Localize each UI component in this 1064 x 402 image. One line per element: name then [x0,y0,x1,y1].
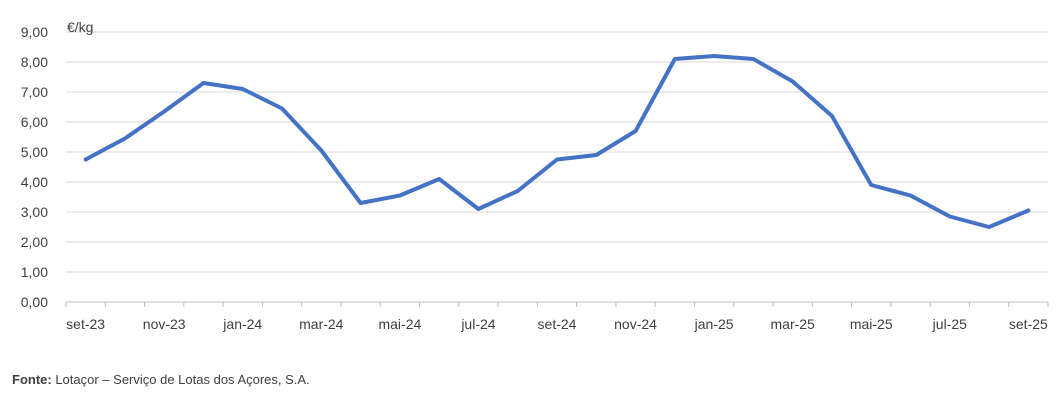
y-tick-label: 7,00 [21,84,48,100]
x-tick-label: jul-25 [932,316,967,332]
data-point [987,225,991,229]
data-point [594,153,598,157]
x-tick-label: jan-24 [222,316,262,332]
x-tick-label: set-25 [1009,316,1048,332]
data-point [201,81,205,85]
y-tick-labels: 0,00 1,00 2,00 3,00 4,00 5,00 6,00 7,00 8,00 9,00 [21,24,48,310]
line-chart: 0,00 1,00 2,00 3,00 4,00 5,00 6,00 7,00 8,00 9,00… [21,19,1049,332]
source-note: Fonte: Lotaçor – Serviço de Lotas dos Aç… [12,372,310,387]
series [83,54,1031,229]
x-tick-labels: set-23 nov-23 jan-24 mar-24 mai-24 jul-24 set-… [66,316,1048,332]
data-point [555,158,559,161]
data-point [791,80,795,83]
data-point [634,129,638,133]
data-point [359,201,363,205]
data-point [280,107,284,110]
data-point [869,183,873,187]
gridlines [66,31,1048,273]
y-tick-label: 2,00 [21,234,48,250]
axes [65,301,1049,307]
data-point [830,114,834,118]
data-point [123,137,127,140]
data-point [948,215,952,218]
y-tick-label: 5,00 [21,144,48,160]
y-tick-label: 3,00 [21,204,48,220]
source-text: Lotaçor – Serviço de Lotas dos Açores, S… [51,372,310,387]
source-label: Fonte: [12,372,52,387]
x-tick-label: nov-23 [143,316,186,332]
data-point [437,177,441,181]
unit-label: €/kg [67,19,93,35]
data-point [319,149,323,152]
y-tick-label: 6,00 [21,114,48,130]
x-tick-label: mai-24 [378,316,421,332]
data-point [751,57,755,61]
x-tick-label: set-23 [66,316,105,332]
data-point [516,189,520,193]
x-tick-label: mar-24 [299,316,344,332]
x-tick-label: jan-25 [694,316,734,332]
y-tick-label: 4,00 [21,174,48,190]
data-point [673,57,677,61]
data-point [398,194,402,197]
data-point [84,158,88,161]
x-tick-label: jul-24 [460,316,495,332]
x-tick-label: mai-25 [850,316,893,332]
data-point [162,110,166,113]
series-line [83,54,1031,229]
y-tick-label: 1,00 [21,264,48,280]
y-tick-label: 0,00 [21,294,48,310]
x-tick-label: nov-24 [614,316,657,332]
y-tick-label: 8,00 [21,54,48,70]
data-point [909,194,913,197]
y-tick-label: 9,00 [21,24,48,40]
data-point [1026,209,1030,212]
data-point [241,87,245,91]
data-point [476,207,480,211]
data-point [712,54,716,58]
x-tick-label: mar-25 [771,316,816,332]
x-tick-label: set-24 [538,316,577,332]
